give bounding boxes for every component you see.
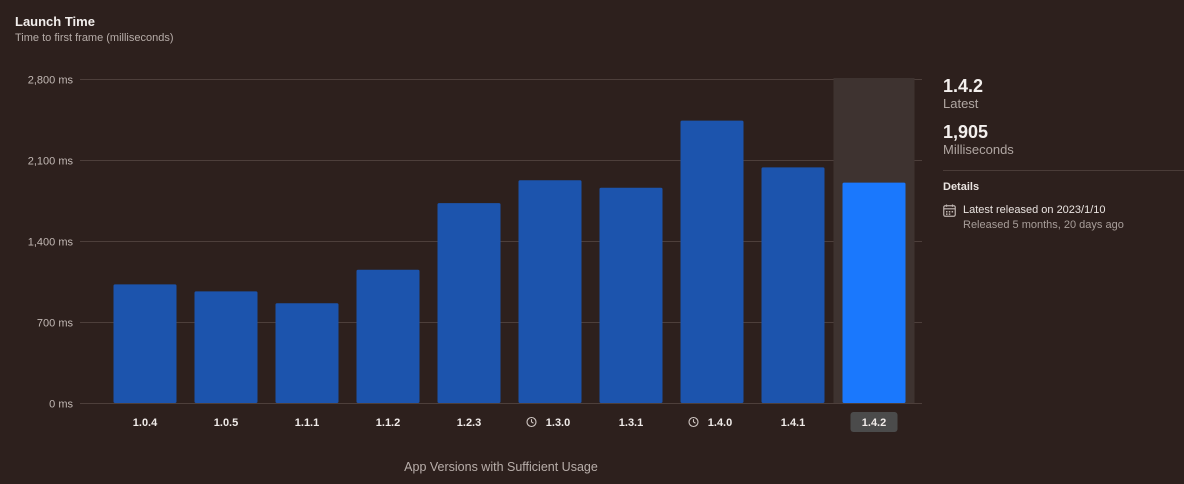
bar-1.3.1[interactable] [599, 187, 663, 403]
x-tick-label: 1.0.4 [133, 417, 158, 429]
bar-1.4.0[interactable] [680, 120, 744, 404]
launch-time-bar-chart: 0 ms 700 ms 1,400 ms 2,100 ms 2,800 ms 1.0.4… [28, 75, 922, 474]
y-tick-label: 700 ms [37, 318, 74, 330]
release-date: Latest released on 2023/1/10 [963, 204, 1106, 216]
x-tick-label: 1.3.0 [546, 417, 570, 429]
y-tick-label: 0 ms [49, 399, 73, 411]
release-age: Released 5 months, 20 days ago [963, 219, 1124, 231]
chart-title: Launch Time [15, 14, 95, 29]
x-tick-1.3.0[interactable]: 1.3.0 [526, 416, 570, 429]
x-tick-label: 1.1.2 [376, 417, 400, 429]
details-heading: Details [943, 181, 980, 193]
x-tick-1.0.5[interactable]: 1.0.5 [214, 417, 238, 429]
chart-subtitle: Time to first frame (milliseconds) [15, 32, 174, 44]
x-tick-label: 1.0.5 [214, 417, 238, 429]
value-unit-caption: Milliseconds [943, 142, 1014, 157]
bar-layer [113, 120, 906, 404]
x-tick-1.2.3[interactable]: 1.2.3 [457, 417, 481, 429]
x-tick-label: 1.4.2 [862, 417, 886, 429]
version-summary: 1.4.2 Latest [943, 76, 1184, 112]
bar-1.4.2[interactable] [842, 182, 906, 403]
x-tick-label: 1.1.1 [295, 417, 319, 429]
calendar-icon [943, 204, 956, 217]
release-info: Latest released on 2023/1/10 Released 5 … [943, 203, 1124, 233]
bar-1.0.5[interactable] [194, 291, 258, 403]
y-tick-label: 2,800 ms [28, 75, 74, 87]
x-tick-1.4.1[interactable]: 1.4.1 [781, 417, 805, 429]
x-tick-label: 1.4.1 [781, 417, 805, 429]
latest-value: 1,905 [943, 122, 989, 142]
x-tick-layer: 1.0.4 1.0.5 1.1.1 1.1.2 1.2.3 1.3.0 1.3.1 1.4.0… [133, 412, 898, 432]
bar-1.3.0[interactable] [518, 180, 582, 403]
x-tick-1.4.0[interactable]: 1.4.0 [688, 416, 732, 429]
clock-icon [526, 416, 537, 428]
x-tick-label: 1.3.1 [619, 417, 643, 429]
y-tick-label: 2,100 ms [28, 156, 74, 168]
x-tick-1.4.2[interactable]: 1.4.2 [850, 412, 898, 432]
release-text: Latest released on 2023/1/10 Released 5 … [963, 203, 1124, 233]
x-tick-1.3.1[interactable]: 1.3.1 [619, 417, 643, 429]
chart-header: Launch Time Time to first frame (millise… [15, 14, 174, 46]
x-axis-title: App Versions with Sufficient Usage [404, 460, 598, 474]
selected-label-pill [850, 412, 898, 432]
grid-layer: 0 ms 700 ms 1,400 ms 2,100 ms 2,800 ms [28, 75, 922, 411]
sidebar-divider [943, 170, 1184, 171]
latest-version: 1.4.2 [943, 76, 984, 96]
bar-1.1.2[interactable] [356, 269, 420, 403]
x-tick-label: 1.2.3 [457, 417, 481, 429]
summary-sidebar: 1.4.2 Latest 1,905 Milliseconds Details … [943, 76, 1184, 231]
bar-1.4.1[interactable] [761, 167, 825, 403]
bar-1.0.4[interactable] [113, 284, 177, 403]
x-tick-1.1.1[interactable]: 1.1.1 [295, 417, 319, 429]
x-tick-1.1.2[interactable]: 1.1.2 [376, 417, 400, 429]
x-tick-1.0.4[interactable]: 1.0.4 [133, 417, 158, 429]
bar-1.1.1[interactable] [275, 303, 339, 403]
bar-1.2.3[interactable] [437, 203, 501, 403]
clock-icon [688, 416, 699, 428]
latest-caption: Latest [943, 96, 979, 111]
value-summary: 1,905 Milliseconds [943, 122, 1184, 158]
y-tick-label: 1,400 ms [28, 237, 74, 249]
x-tick-label: 1.4.0 [708, 417, 732, 429]
